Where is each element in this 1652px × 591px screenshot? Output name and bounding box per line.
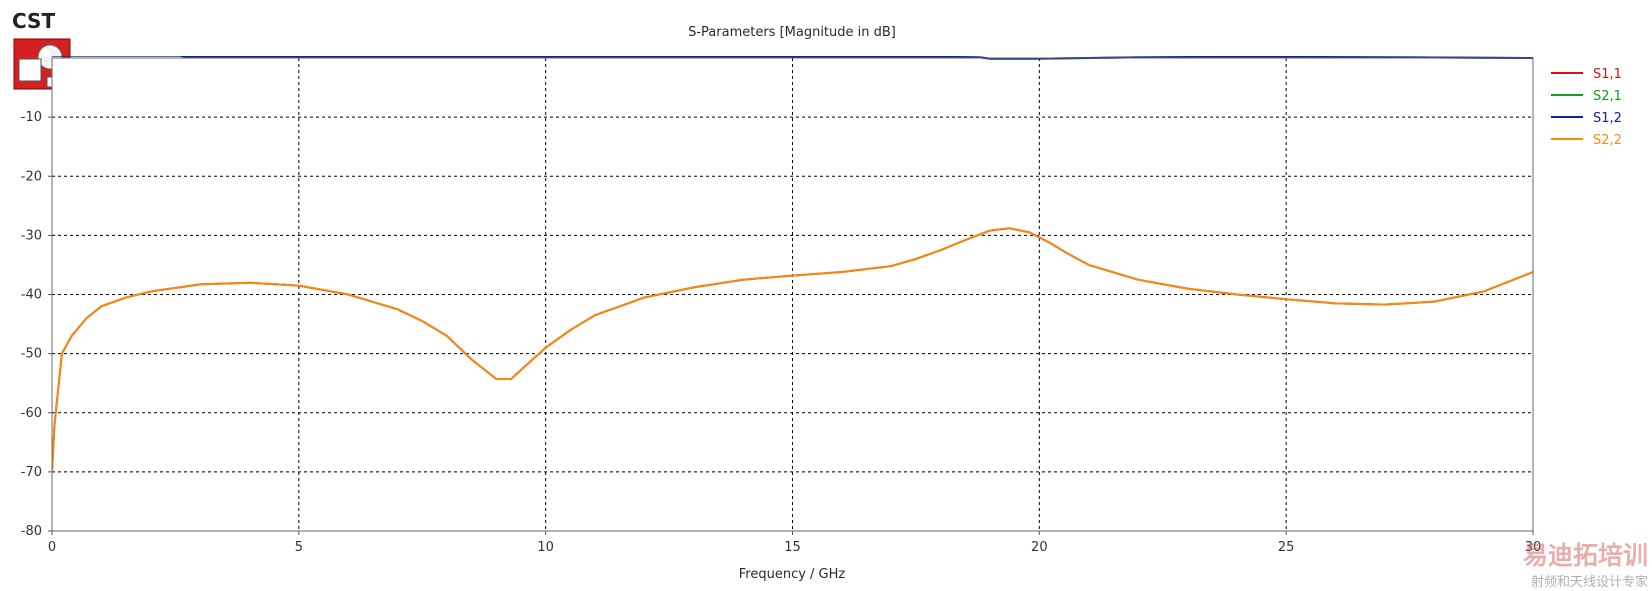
x-tick-label: 5	[295, 540, 303, 555]
y-tick-label: -70	[21, 465, 42, 480]
y-tick-labels: -10 -20 -30 -40 -50 -60 -70 -80	[21, 110, 52, 539]
series-line-S12	[52, 56, 1533, 60]
series-lines	[52, 56, 1533, 473]
y-tick-label: -80	[21, 524, 42, 539]
watermark-main: 易迪拓培训	[1523, 541, 1648, 570]
x-axis-label: Frequency / GHz	[739, 567, 846, 582]
y-tick-label: -30	[21, 228, 42, 243]
watermark-sub: 射频和天线设计专家	[1531, 574, 1648, 590]
watermark: 易迪拓培训 射频和天线设计专家	[1523, 541, 1648, 590]
x-tick-label: 25	[1278, 540, 1295, 555]
legend: S1,1 S2,1 S1,2 S2,2	[1551, 67, 1622, 148]
x-tick-label: 20	[1031, 540, 1048, 555]
x-tick-labels: 0 5 10 15 20 25 30	[48, 531, 1541, 555]
y-tick-label: -40	[21, 288, 42, 303]
y-tick-label: -60	[21, 406, 42, 421]
x-tick-label: 0	[48, 540, 56, 555]
legend-label: S1,1	[1593, 67, 1622, 82]
grid-lines	[52, 58, 1533, 531]
chart-title: S-Parameters [Magnitude in dB]	[688, 25, 896, 40]
x-tick-label: 30	[1525, 540, 1542, 555]
legend-label: S2,2	[1593, 133, 1622, 148]
legend-label: S1,2	[1593, 111, 1622, 126]
y-tick-label: -50	[21, 347, 42, 362]
y-tick-label: -20	[21, 169, 42, 184]
x-tick-label: 10	[537, 540, 554, 555]
y-tick-label: -10	[21, 110, 42, 125]
cst-logo-text: CST	[12, 9, 55, 33]
x-tick-label: 15	[784, 540, 801, 555]
series-line-S22	[52, 227, 1533, 473]
legend-label: S2,1	[1593, 89, 1622, 104]
